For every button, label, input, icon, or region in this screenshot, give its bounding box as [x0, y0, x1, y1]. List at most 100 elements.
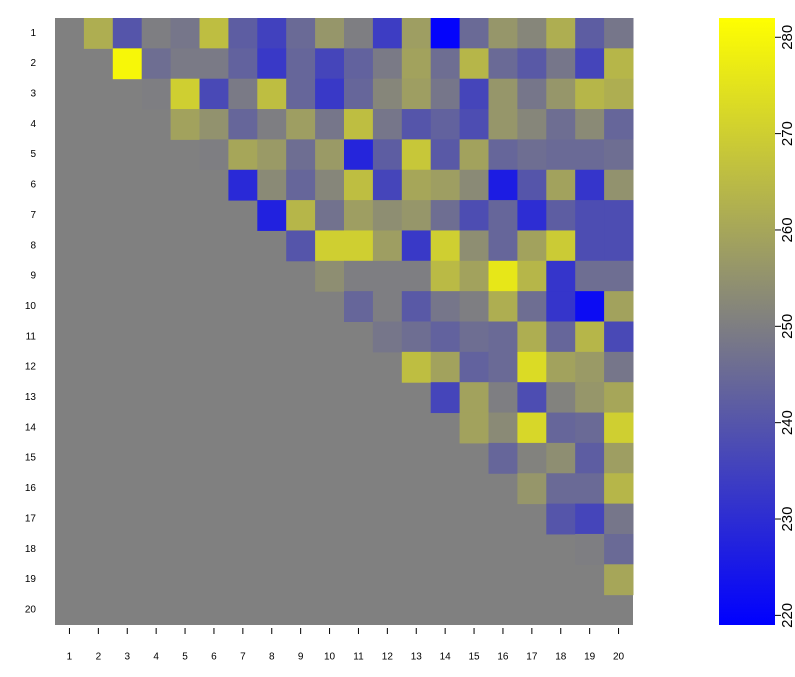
x-tick-label: 12 [382, 652, 394, 663]
y-tick-label: 15 [25, 453, 37, 464]
heat-cell [315, 78, 345, 110]
heat-cell [257, 18, 287, 49]
x-tick-label: 15 [468, 652, 480, 663]
heat-cell [459, 412, 489, 444]
heat-cell [228, 18, 258, 49]
x-tick-label: 13 [411, 652, 423, 663]
heat-cell [344, 18, 374, 49]
heat-cell [575, 139, 605, 171]
heat-cell [575, 291, 605, 322]
heat-cell [517, 412, 547, 444]
heat-cell [344, 169, 374, 201]
heat-cell [372, 260, 403, 292]
heat-cell [488, 291, 518, 322]
heat-cell [401, 139, 432, 171]
heat-cell [315, 169, 345, 201]
heat-cell [228, 48, 258, 80]
heat-cell [228, 139, 258, 171]
colorbar-tick-label: 260 [779, 217, 795, 242]
heat-cell [459, 200, 489, 231]
heat-cell [488, 139, 518, 171]
heat-cell [141, 78, 172, 110]
heat-cell [604, 503, 634, 535]
heat-cell [430, 230, 461, 262]
heat-cell [488, 351, 518, 383]
heat-cell [604, 169, 634, 201]
heat-cell [604, 200, 634, 231]
heat-cell [170, 48, 200, 80]
heat-cell [430, 48, 461, 80]
heat-cell [459, 48, 489, 80]
heat-cell [459, 109, 489, 140]
heat-cell [344, 291, 374, 322]
heat-cell [546, 48, 576, 80]
heat-cell [257, 48, 287, 80]
y-tick-label: 14 [25, 422, 37, 433]
heat-cell [401, 18, 432, 49]
heat-cell [459, 291, 489, 322]
heat-cell [315, 200, 345, 231]
heat-cell [459, 78, 489, 110]
x-tick-label: 19 [584, 652, 596, 663]
heat-cell [315, 139, 345, 171]
heat-cell [604, 442, 634, 474]
colorbar-tick-label: 220 [779, 603, 795, 628]
heat-cell [517, 442, 547, 474]
heat-cell [604, 260, 634, 292]
heat-cell [430, 321, 461, 353]
heat-cell [199, 109, 229, 140]
heat-cell [344, 78, 374, 110]
x-tick-label: 6 [211, 652, 217, 663]
heat-cell [401, 48, 432, 80]
heat-cell [488, 442, 518, 474]
y-tick-label: 20 [25, 604, 37, 615]
heat-cell [546, 412, 576, 444]
heat-cell [199, 48, 229, 80]
heat-cell [575, 382, 605, 414]
x-tick-label: 17 [526, 652, 538, 663]
heat-cell [286, 230, 316, 262]
heat-cell [141, 18, 172, 49]
heat-cell [575, 230, 605, 262]
heat-cell [546, 321, 576, 353]
y-tick-label: 13 [25, 392, 37, 403]
heat-cell [141, 48, 172, 80]
heat-cell [170, 18, 200, 49]
colorbar [719, 18, 775, 625]
heat-cell [430, 169, 461, 201]
heat-cell [430, 200, 461, 231]
heat-cell [546, 291, 576, 322]
y-tick-label: 1 [30, 28, 36, 39]
x-tick-label: 5 [182, 652, 188, 663]
x-tick-label: 14 [440, 652, 452, 663]
heat-cell [459, 18, 489, 49]
heat-cell [546, 351, 576, 383]
heat-cell [517, 78, 547, 110]
colorbar-tick-label: 250 [779, 314, 795, 339]
heat-cell [170, 78, 200, 110]
heat-cell [604, 230, 634, 262]
heat-cell [575, 260, 605, 292]
heat-cell [372, 200, 403, 231]
heat-cell [517, 18, 547, 49]
heat-cell [604, 78, 634, 110]
heat-cell [344, 230, 374, 262]
heat-cell [401, 321, 432, 353]
heat-cell [575, 351, 605, 383]
heat-cell [459, 139, 489, 171]
heat-cell [315, 109, 345, 140]
heat-cell [546, 260, 576, 292]
heat-cell [488, 48, 518, 80]
heat-cell [401, 169, 432, 201]
heat-cell [459, 260, 489, 292]
heat-cell [372, 139, 403, 171]
heat-cell [546, 503, 576, 535]
heat-cell [517, 48, 547, 80]
heat-cell [604, 473, 634, 505]
y-tick-label: 2 [30, 58, 36, 69]
heat-cell [257, 200, 287, 231]
heat-cell [372, 230, 403, 262]
heat-cell [488, 18, 518, 49]
colorbar-tick-label: 280 [779, 25, 795, 50]
heat-cell [575, 533, 605, 565]
